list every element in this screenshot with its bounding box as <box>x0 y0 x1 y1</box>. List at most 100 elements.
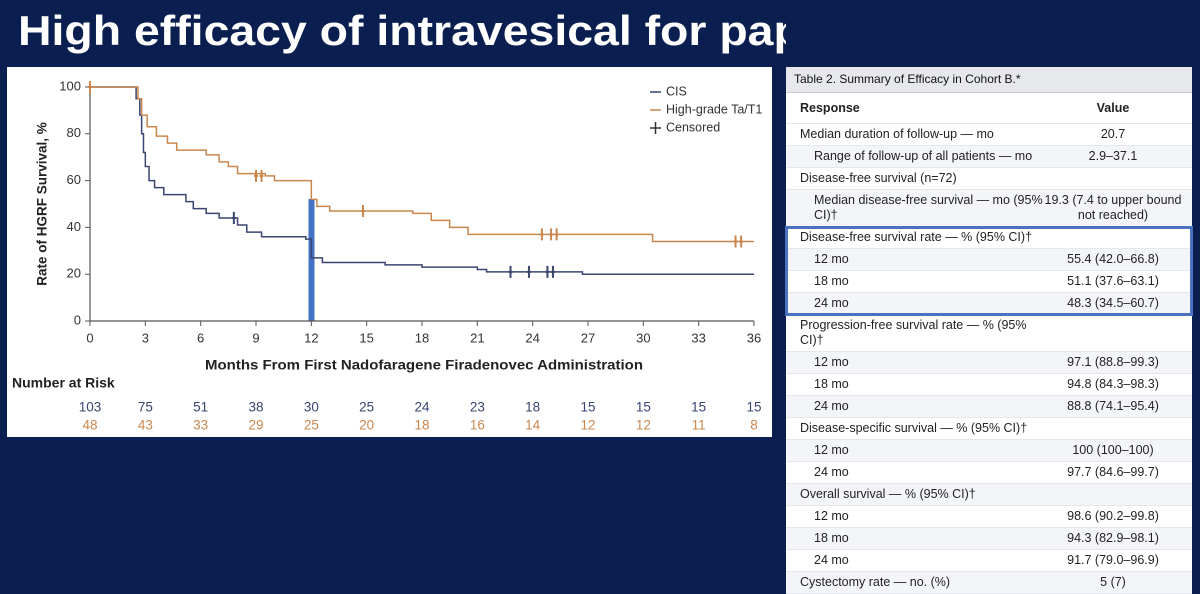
row-label: 18 mo <box>814 531 849 545</box>
censor-mark <box>539 228 544 241</box>
slide: High efficacy of intravesical for papill… <box>7 7 786 437</box>
table-row: 18 mo 51.1 (37.6–63.1) <box>786 271 1192 293</box>
row-label: 12 mo <box>814 252 849 266</box>
row-value <box>1043 492 1183 498</box>
row-value: 51.1 (37.6–63.1) <box>1067 274 1159 288</box>
table-section: Overall survival — % (95% CI)† 12 mo 98.6 … <box>786 484 1192 572</box>
x-tick-label: 30 <box>636 330 650 345</box>
table-row: Cystectomy rate — no. (%) 5 (7) <box>786 572 1192 594</box>
table-row: Median disease-free survival — mo (95% C… <box>786 190 1192 227</box>
row-label: Median disease-free survival — mo (95% C… <box>814 193 1043 222</box>
x-tick-label: 15 <box>359 330 373 345</box>
row-label: 12 mo <box>814 355 849 369</box>
y-axis-label: Rate of HGRF Survival, % <box>35 122 50 286</box>
row-value <box>1043 176 1183 182</box>
row-value: 94.3 (82.9–98.1) <box>1067 531 1159 545</box>
censor-mark <box>526 265 531 278</box>
y-tick-label: 0 <box>74 312 81 327</box>
column-header: Value <box>1096 100 1130 115</box>
table-row: 12 mo 98.6 (90.2–99.8) <box>786 506 1192 528</box>
table-row: Progression-free survival rate — % (95% … <box>786 315 1192 352</box>
y-tick-label: 40 <box>67 219 81 234</box>
x-tick-label: 6 <box>197 330 204 345</box>
highlight-bar <box>308 199 315 321</box>
table-row: 24 mo 88.8 (74.1–95.4) <box>786 396 1192 418</box>
table-row: 12 mo 55.4 (42.0–66.8) <box>786 249 1192 271</box>
x-tick-label: 33 <box>691 330 705 345</box>
table: Table 2. Summary of Efficacy in Cohort B… <box>785 67 1193 594</box>
row-value: 19.3 (7.4 to upper bound not reached) <box>1044 193 1182 222</box>
row-value: 88.8 (74.1–95.4) <box>1067 399 1159 413</box>
table-row: 12 mo 100 (100–100) <box>786 440 1192 462</box>
x-tick-label: 0 <box>86 330 93 345</box>
row-value: 91.7 (79.0–96.9) <box>1067 553 1159 567</box>
x-tick-label: 21 <box>470 330 484 345</box>
table-row: 18 mo 94.8 (84.3–98.3) <box>786 374 1192 396</box>
table-row: Median duration of follow-up — mo 20.7 <box>786 124 1192 146</box>
row-value: 94.8 (84.3–98.3) <box>1067 377 1159 391</box>
row-label: 12 mo <box>814 509 849 523</box>
x-tick-label: 36 <box>747 330 761 345</box>
risk-count: 25 <box>304 418 319 433</box>
row-label: 24 mo <box>814 399 849 413</box>
row-value: 20.7 <box>1100 127 1126 141</box>
risk-count: 25 <box>359 400 374 415</box>
row-label: 18 mo <box>814 377 849 391</box>
risk-count: 48 <box>82 418 97 433</box>
column-header: Response <box>800 100 860 115</box>
table-row: 12 mo 97.1 (88.8–99.3) <box>786 352 1192 374</box>
risk-count: 103 <box>79 400 102 415</box>
x-tick-label: 12 <box>304 330 318 345</box>
risk-count: 24 <box>414 400 430 415</box>
censor-mark <box>231 212 236 225</box>
row-label: Disease-specific survival — % (95% CI)† <box>800 421 1028 435</box>
row-label: 24 mo <box>814 553 849 567</box>
risk-count: 15 <box>746 400 761 415</box>
y-tick-label: 100 <box>59 78 81 93</box>
x-tick-label: 18 <box>415 330 429 345</box>
table-section: Disease-specific survival — % (95% CI)† 1… <box>786 418 1192 484</box>
risk-count: 75 <box>138 400 153 415</box>
table-section: Cystectomy rate — no. (%) 5 (7) <box>786 572 1192 594</box>
risk-count: 12 <box>636 418 651 433</box>
table-row: 24 mo 97.7 (84.6–99.7) <box>786 462 1192 484</box>
risk-count: 14 <box>525 418 541 433</box>
y-tick-label: 20 <box>67 266 81 281</box>
censor-mark <box>550 265 555 278</box>
row-label: Cystectomy rate — no. (%) <box>800 575 951 589</box>
x-tick-label: 24 <box>525 330 539 345</box>
table-row: 18 mo 94.3 (82.9–98.1) <box>786 528 1192 550</box>
x-tick-label: 3 <box>142 330 149 345</box>
table-row: 24 mo 91.7 (79.0–96.9) <box>786 550 1192 572</box>
y-tick-label: 60 <box>67 172 81 187</box>
censor-mark <box>259 169 264 182</box>
risk-count: 38 <box>248 400 263 415</box>
row-label: Range of follow-up of all patients — mo <box>814 149 1033 163</box>
x-axis-label: Months From First Nadofaragene Firadenov… <box>205 357 643 373</box>
risk-count: 15 <box>636 400 651 415</box>
table-row: Disease-specific survival — % (95% CI)† <box>786 418 1192 440</box>
table-row: Overall survival — % (95% CI)† <box>786 484 1192 506</box>
row-label: Disease-free survival (n=72) <box>800 171 957 185</box>
censor-mark <box>508 265 513 278</box>
row-label: Median duration of follow-up — mo <box>800 127 994 141</box>
chart-panel <box>7 67 772 437</box>
risk-count: 11 <box>692 418 706 433</box>
row-value: 5 (7) <box>1100 575 1126 589</box>
risk-count: 16 <box>470 418 485 433</box>
risk-count: 18 <box>414 418 429 433</box>
slide-title: High efficacy of intravesical for papill… <box>18 7 786 54</box>
risk-count: 20 <box>359 418 374 433</box>
censor-mark <box>739 235 744 248</box>
censor-mark <box>545 265 550 278</box>
legend-swatch <box>650 122 661 134</box>
risk-count: 51 <box>193 400 208 415</box>
table-caption: Table 2. Summary of Efficacy in Cohort B… <box>786 67 1192 93</box>
y-tick-label: 80 <box>67 125 81 140</box>
risk-title: Number at Risk <box>12 375 115 391</box>
risk-count: 15 <box>691 400 706 415</box>
survival-curve <box>90 86 754 243</box>
risk-count: 30 <box>304 400 319 415</box>
table-row: Range of follow-up of all patients — mo 2… <box>786 146 1192 168</box>
